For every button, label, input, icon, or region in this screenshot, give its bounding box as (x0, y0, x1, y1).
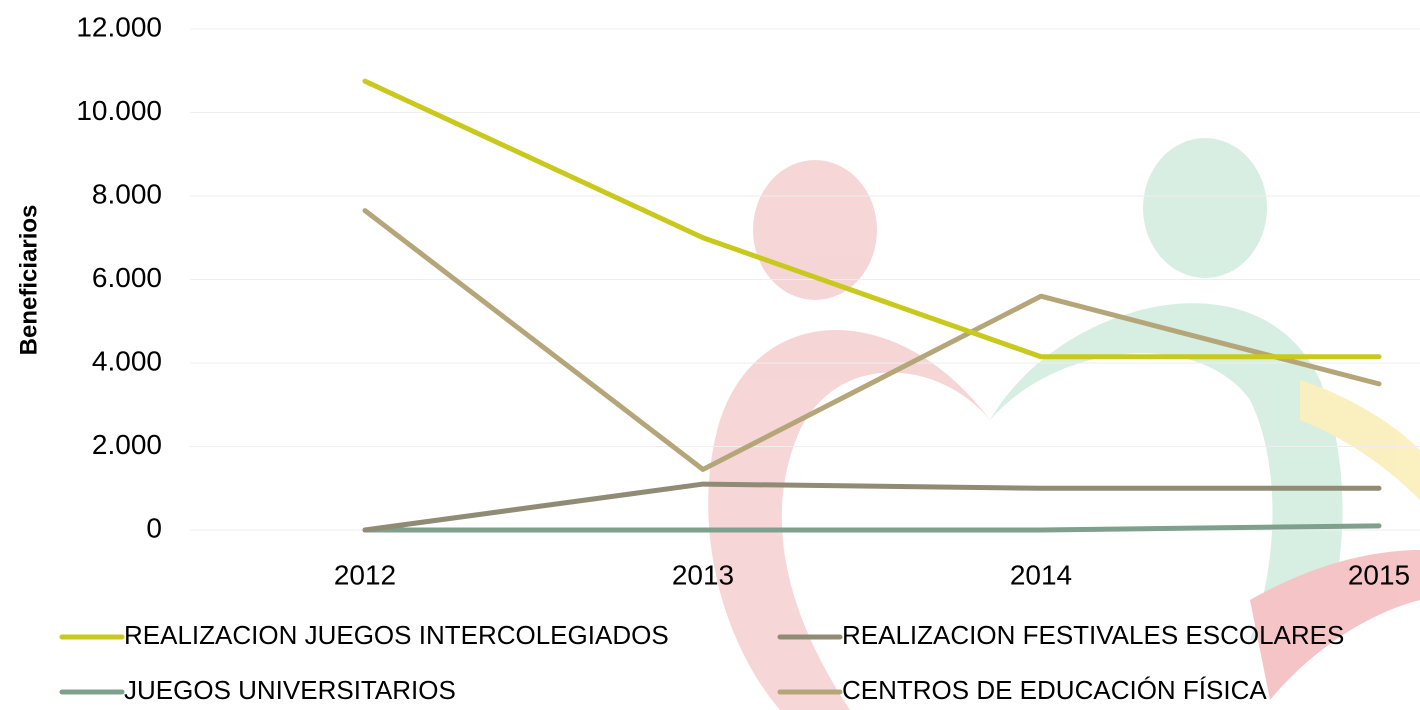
y-tick-label: 8.000 (92, 178, 162, 209)
x-tick-label: 2015 (1348, 559, 1410, 590)
y-tick-label: 0 (146, 512, 162, 543)
legend-label: REALIZACION FESTIVALES ESCOLARES (842, 620, 1344, 650)
legend-label: CENTROS DE EDUCACIÓN FÍSICA (842, 675, 1267, 705)
y-axis-title: Beneficiarios (15, 205, 42, 356)
page: {"chart_data": {"type": "line", "y_label… (0, 0, 1420, 710)
y-tick-label: 10.000 (76, 95, 162, 126)
y-tick-label: 12.000 (76, 11, 162, 42)
x-tick-label: 2013 (672, 559, 734, 590)
x-tick-label: 2012 (334, 559, 396, 590)
chart: Beneficiarios 0 2.000 4.000 6.000 8.000 10.00… (0, 0, 1420, 710)
x-tick-label: 2014 (1010, 559, 1072, 590)
y-tick-label: 2.000 (92, 429, 162, 460)
y-tick-label: 4.000 (92, 345, 162, 376)
legend-label: REALIZACION JUEGOS INTERCOLEGIADOS (124, 620, 669, 650)
series-line (365, 484, 1379, 530)
legend-label: JUEGOS UNIVERSITARIOS (124, 675, 456, 705)
series-line (365, 526, 1379, 530)
y-tick-label: 6.000 (92, 262, 162, 293)
